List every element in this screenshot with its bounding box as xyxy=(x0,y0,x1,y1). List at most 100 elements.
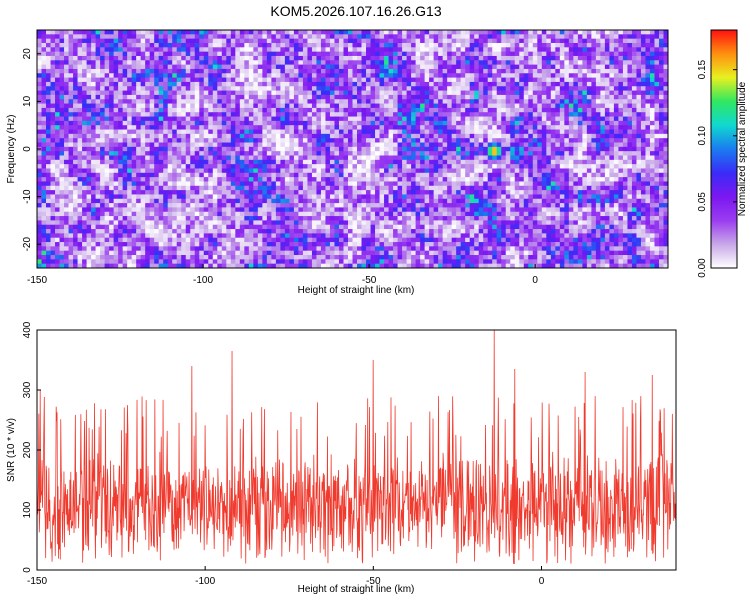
heatmap-cell xyxy=(582,159,588,165)
heatmap-cell xyxy=(307,68,313,74)
heatmap-cell xyxy=(149,107,155,113)
heatmap-cell xyxy=(212,38,218,44)
heatmap-cell xyxy=(429,138,435,143)
heatmap-cell xyxy=(492,177,498,182)
heatmap-cell xyxy=(95,172,101,178)
heatmap-cell xyxy=(541,77,547,83)
heatmap-cell xyxy=(82,60,87,66)
heatmap-cell xyxy=(172,90,178,96)
heatmap-cell xyxy=(514,120,520,126)
heatmap-cell xyxy=(190,172,196,178)
heatmap-cell xyxy=(397,125,403,130)
heatmap-cell xyxy=(379,81,385,87)
heatmap-cell xyxy=(158,86,164,91)
heatmap-cell xyxy=(298,172,304,178)
heatmap-cell xyxy=(91,125,96,130)
heatmap-cell xyxy=(645,34,651,40)
heatmap-cell xyxy=(248,129,254,135)
heatmap-cell xyxy=(271,47,277,53)
heatmap-cell xyxy=(573,159,579,165)
heatmap-cell xyxy=(338,164,344,169)
heatmap-cell xyxy=(266,107,272,113)
heatmap-cell xyxy=(460,142,466,148)
heatmap-cell xyxy=(352,116,358,122)
heatmap-cell xyxy=(37,42,42,48)
heatmap-cell xyxy=(140,164,146,169)
heatmap-cell xyxy=(366,38,371,44)
heatmap-cell xyxy=(275,103,281,109)
heatmap-cell xyxy=(573,68,579,74)
heatmap-cell xyxy=(366,81,371,87)
heatmap-cell xyxy=(640,73,646,78)
heatmap-cell xyxy=(280,172,286,178)
heatmap-cell xyxy=(325,77,331,83)
heatmap-cell xyxy=(50,103,56,109)
heatmap-cell xyxy=(104,120,110,126)
heatmap-cell xyxy=(95,112,101,117)
heatmap-cell xyxy=(338,146,344,152)
heatmap-cell xyxy=(244,103,250,109)
heatmap-cell xyxy=(568,81,574,87)
heatmap-cell xyxy=(158,81,164,87)
heatmap-cell xyxy=(375,177,380,182)
heatmap-cell xyxy=(510,81,516,87)
heatmap-cell xyxy=(271,177,277,182)
heatmap-cell xyxy=(375,34,380,40)
heatmap-cell xyxy=(136,64,142,70)
heatmap-cell xyxy=(149,177,155,182)
heatmap-cell xyxy=(577,30,583,35)
heatmap-cell xyxy=(613,146,619,152)
heatmap-cell xyxy=(203,112,209,117)
heatmap-cell xyxy=(284,164,290,169)
heatmap-cell xyxy=(510,94,516,100)
heatmap-cell xyxy=(649,64,655,70)
heatmap-cell xyxy=(586,51,592,57)
heatmap-cell xyxy=(185,112,191,117)
heatmap-cell xyxy=(388,90,394,96)
heatmap-cell xyxy=(375,77,380,83)
heatmap-cell xyxy=(582,116,588,122)
heatmap-cell xyxy=(357,55,362,61)
heatmap-cell xyxy=(140,68,146,74)
heatmap-cell xyxy=(519,107,525,113)
heatmap-cell xyxy=(519,73,525,78)
heatmap-cell xyxy=(604,168,610,174)
heatmap-cell xyxy=(37,30,42,35)
heatmap-cell xyxy=(375,47,380,53)
heatmap-cell xyxy=(654,112,660,117)
heatmap-cell xyxy=(91,60,96,66)
heatmap-cell xyxy=(568,94,574,100)
heatmap-cell xyxy=(230,142,236,148)
heatmap-cell xyxy=(510,112,516,117)
heatmap-cell xyxy=(375,30,380,35)
heatmap-cell xyxy=(73,55,78,61)
heatmap-cell xyxy=(122,64,128,70)
heatmap-cell xyxy=(181,77,187,83)
heatmap-cell xyxy=(663,107,669,113)
heatmap-cell xyxy=(456,77,462,83)
heatmap-cell xyxy=(433,34,439,40)
heatmap-cell xyxy=(591,68,597,74)
heatmap-cell xyxy=(384,38,389,44)
heatmap-cell xyxy=(550,112,556,117)
heatmap-cell xyxy=(253,99,259,104)
heatmap-cell xyxy=(640,60,646,66)
heatmap-cell xyxy=(568,64,574,70)
heatmap-cell xyxy=(280,47,286,53)
heatmap-cell xyxy=(555,60,561,66)
heatmap-cell xyxy=(510,73,516,78)
heatmap-cell xyxy=(366,164,371,169)
heatmap-cell xyxy=(447,159,453,165)
heatmap-cell xyxy=(474,30,480,35)
heatmap-cell xyxy=(550,81,556,87)
heatmap-cell xyxy=(347,60,353,66)
heatmap-cell xyxy=(46,55,51,61)
heatmap-cell xyxy=(239,112,245,117)
heatmap-cell xyxy=(555,125,561,130)
heatmap-cell xyxy=(185,47,191,53)
heatmap-cell xyxy=(199,164,205,169)
heatmap-cell xyxy=(478,60,484,66)
heatmap-cell xyxy=(609,86,615,91)
heatmap-cell xyxy=(649,77,655,83)
heatmap-cell xyxy=(226,86,232,91)
